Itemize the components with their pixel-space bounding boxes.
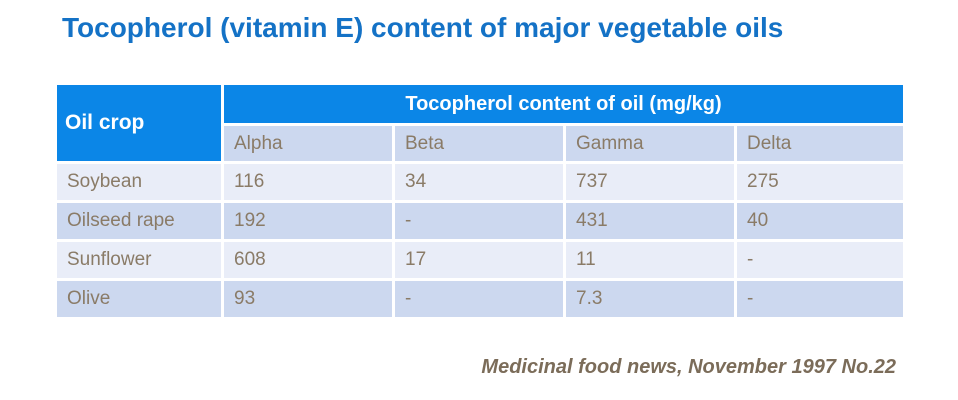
olive-gamma-value: 7.3 [566, 281, 734, 317]
row-label-sunflower: Sunflower [57, 242, 221, 278]
sunflower-delta-value: - [737, 242, 903, 278]
olive-delta-value: - [737, 281, 903, 317]
soybean-gamma-value: 737 [566, 164, 734, 200]
tocopherol-table: Oil crop Tocopherol content of oil (mg/k… [57, 85, 903, 317]
oilseed-rape-delta-value: 40 [737, 203, 903, 239]
oil-crop-header-cell: Oil crop [57, 85, 221, 161]
sunflower-gamma-value: 11 [566, 242, 734, 278]
oilseed-rape-gamma-value: 431 [566, 203, 734, 239]
soybean-beta-value: 34 [395, 164, 563, 200]
source-citation: Medicinal food news, November 1997 No.22 [481, 356, 896, 378]
beta-column-header: Beta [395, 126, 563, 161]
sunflower-beta-value: 17 [395, 242, 563, 278]
sunflower-alpha-value: 608 [224, 242, 392, 278]
gamma-column-header: Gamma [566, 126, 734, 161]
row-label-oilseed-rape: Oilseed rape [57, 203, 221, 239]
row-label-soybean: Soybean [57, 164, 221, 200]
olive-alpha-value: 93 [224, 281, 392, 317]
soybean-alpha-value: 116 [224, 164, 392, 200]
delta-column-header: Delta [737, 126, 903, 161]
olive-beta-value: - [395, 281, 563, 317]
row-label-olive: Olive [57, 281, 221, 317]
soybean-delta-value: 275 [737, 164, 903, 200]
page-title: Tocopherol (vitamin E) content of major … [62, 12, 784, 43]
oilseed-rape-alpha-value: 192 [224, 203, 392, 239]
tocopherol-group-header-cell: Tocopherol content of oil (mg/kg) [224, 85, 903, 123]
oilseed-rape-beta-value: - [395, 203, 563, 239]
alpha-column-header: Alpha [224, 126, 392, 161]
